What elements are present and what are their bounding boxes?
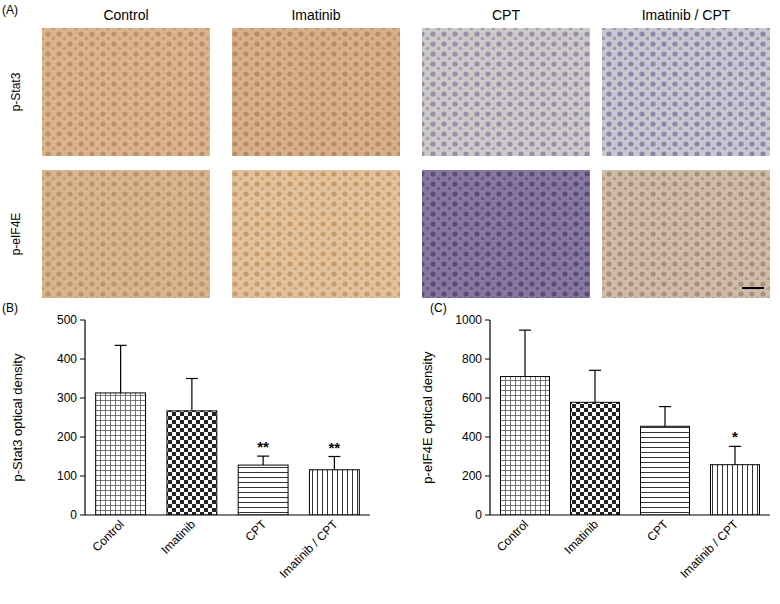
y-tick-label: 200 xyxy=(462,469,482,483)
significance: ** xyxy=(329,439,341,456)
x-tick-label: Control xyxy=(494,517,531,554)
x-axis xyxy=(490,514,770,515)
error-stem xyxy=(594,370,595,402)
y-tick-label: 400 xyxy=(462,430,482,444)
error-cap xyxy=(729,446,741,447)
y-tick-label: 400 xyxy=(57,352,77,366)
x-tick-label: Imatinib xyxy=(562,517,602,557)
error-cap xyxy=(115,345,127,346)
x-tick-label: Control xyxy=(89,517,126,554)
x-tick-label: Imatinib / CPT xyxy=(677,517,741,581)
y-tick-label: 300 xyxy=(57,391,77,405)
error-bar xyxy=(519,330,531,376)
y-tick xyxy=(80,398,85,399)
error-stem xyxy=(120,345,121,393)
y-tick xyxy=(485,437,490,438)
error-stem xyxy=(263,456,264,465)
y-tick xyxy=(485,476,490,477)
error-stem xyxy=(191,379,192,411)
y-tick xyxy=(80,476,85,477)
error-stem xyxy=(664,407,665,427)
micrograph xyxy=(602,28,770,156)
micrograph xyxy=(422,170,590,298)
error-cap xyxy=(519,330,531,331)
y-tick-label: 200 xyxy=(57,430,77,444)
micrograph xyxy=(232,170,400,298)
x-tick-label: CPT xyxy=(242,517,269,544)
error-bar xyxy=(257,456,269,465)
panel-label: (C) xyxy=(430,301,447,315)
error-cap xyxy=(328,456,340,457)
error-bar xyxy=(115,345,127,393)
y-tick-label: 100 xyxy=(57,469,77,483)
micrograph xyxy=(232,28,400,156)
significance: ** xyxy=(257,438,269,455)
column-label: CPT xyxy=(492,7,520,23)
y-tick xyxy=(80,359,85,360)
x-tick-label: Imatinib xyxy=(158,517,198,557)
error-stem xyxy=(524,330,525,376)
y-tick xyxy=(80,437,85,438)
bar xyxy=(96,393,146,515)
y-tick-label: 0 xyxy=(70,508,77,522)
micrograph xyxy=(602,170,770,298)
bar xyxy=(238,465,288,515)
significance: * xyxy=(732,428,738,445)
error-bar xyxy=(328,457,340,470)
column-label: Imatinib xyxy=(291,7,340,23)
y-axis xyxy=(489,320,490,515)
y-tick xyxy=(485,398,490,399)
micrograph xyxy=(42,170,210,298)
error-bar xyxy=(729,446,741,464)
bar xyxy=(641,426,690,515)
plot-area xyxy=(501,330,760,515)
error-cap xyxy=(589,370,601,371)
micrograph xyxy=(422,28,590,156)
error-cap xyxy=(186,378,198,379)
error-bar xyxy=(589,370,601,402)
figure: (A)ControlImatinibCPTImatinib / CPTp-Sta… xyxy=(0,0,780,604)
x-tick-label: Imatinib / CPT xyxy=(277,517,341,581)
panel-label: (B) xyxy=(2,301,18,315)
y-axis-label: p-Stat3 optical density xyxy=(10,353,25,481)
y-tick xyxy=(80,320,85,321)
error-stem xyxy=(334,457,335,470)
y-tick xyxy=(485,359,490,360)
panel-label: (A) xyxy=(2,3,18,17)
plot-area xyxy=(96,345,360,515)
y-tick-label: 0 xyxy=(475,508,482,522)
error-bar xyxy=(186,379,198,411)
row-label: p-Stat3 xyxy=(9,72,23,111)
bar xyxy=(711,465,760,515)
y-tick xyxy=(485,320,490,321)
row-label: p-eIF4E xyxy=(9,213,23,256)
error-stem xyxy=(734,446,735,464)
y-tick-label: 600 xyxy=(462,391,482,405)
y-tick xyxy=(485,515,490,516)
y-axis xyxy=(84,320,85,515)
y-tick-label: 800 xyxy=(462,352,482,366)
scale-bar xyxy=(742,287,764,289)
y-axis-label: p-eIF4E optical density xyxy=(420,351,435,484)
y-tick-label: 1000 xyxy=(455,313,482,327)
error-cap xyxy=(659,406,671,407)
bar xyxy=(167,411,217,515)
x-tick-label: CPT xyxy=(644,517,671,544)
x-axis xyxy=(85,514,370,515)
micrograph xyxy=(42,28,210,156)
y-tick xyxy=(80,515,85,516)
bar xyxy=(501,377,550,515)
error-cap xyxy=(257,456,269,457)
y-tick-label: 500 xyxy=(57,313,77,327)
bar xyxy=(309,470,359,515)
bar xyxy=(571,402,620,515)
column-label: Imatinib / CPT xyxy=(642,7,731,23)
error-bar xyxy=(659,407,671,427)
column-label: Control xyxy=(103,7,148,23)
